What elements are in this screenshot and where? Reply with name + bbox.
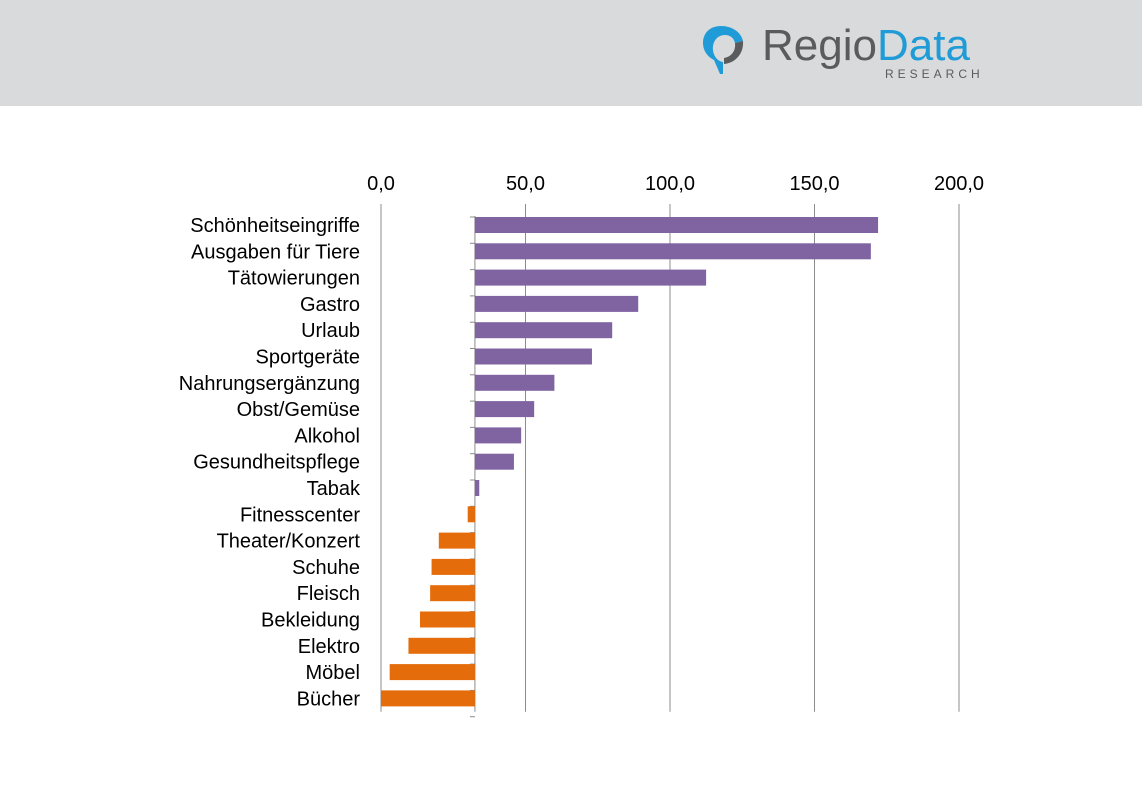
x-tick-label: 200,0 — [934, 173, 984, 195]
x-tick-label: 0,0 — [367, 173, 395, 195]
bar — [474, 401, 535, 418]
category-label: Sportgeräte — [255, 347, 360, 369]
category-label: Schuhe — [292, 557, 360, 579]
bar — [408, 637, 475, 654]
logo-research-text: RESEARCH — [885, 67, 984, 81]
bar — [467, 506, 475, 523]
category-label: Obst/Gemüse — [237, 399, 360, 421]
category-label: Ausgaben für Tiere — [191, 241, 360, 263]
category-label: Alkohol — [294, 425, 360, 447]
category-label: Bücher — [297, 688, 361, 710]
category-label: Fitnesscenter — [240, 504, 360, 526]
bar — [474, 322, 613, 339]
bar — [474, 348, 592, 365]
category-label: Nahrungsergänzung — [179, 373, 360, 395]
x-tick-label: 150,0 — [789, 173, 839, 195]
bar — [438, 532, 475, 549]
logo-regio-text: Regio — [762, 21, 877, 70]
category-label: Theater/Konzert — [217, 531, 361, 553]
bar — [474, 269, 707, 286]
category-label: Elektro — [298, 636, 360, 658]
bar — [431, 558, 475, 575]
bar — [474, 427, 522, 444]
category-label: Schönheitseingriffe — [190, 215, 360, 237]
bar — [420, 611, 475, 628]
regiodata-logo: RegioData RESEARCH — [700, 18, 1000, 88]
location-pin-icon — [703, 26, 744, 74]
bar — [474, 243, 871, 260]
bar — [474, 374, 555, 391]
category-label: Bekleidung — [261, 610, 360, 632]
logo-data-text: Data — [876, 21, 970, 70]
category-label: Fleisch — [297, 583, 360, 605]
bar — [474, 217, 879, 233]
bar — [474, 480, 480, 496]
bar — [381, 690, 475, 707]
x-tick-label: 100,0 — [645, 173, 695, 195]
bar — [474, 453, 514, 470]
bar — [389, 664, 475, 681]
category-label: Gastro — [300, 294, 360, 316]
category-label: Tätowierungen — [228, 268, 360, 290]
x-tick-label: 50,0 — [506, 173, 545, 195]
category-label: Gesundheitspflege — [193, 452, 360, 474]
bar — [474, 295, 639, 312]
category-label: Möbel — [306, 662, 360, 684]
header-band — [0, 0, 1142, 106]
bar — [430, 585, 475, 602]
category-label: Urlaub — [301, 320, 360, 342]
category-label: Tabak — [307, 478, 361, 500]
logo-wordmark: RegioData — [762, 18, 970, 74]
